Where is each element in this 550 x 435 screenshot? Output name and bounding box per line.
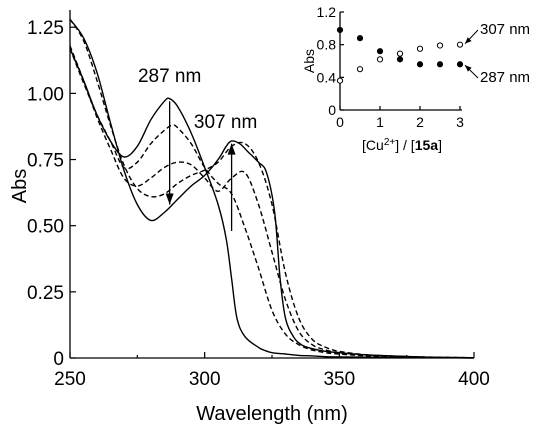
inset-point-307 (356, 66, 364, 73)
spectrum-curve-5 (69, 18, 475, 359)
y-tick-label: 0 (53, 349, 64, 370)
inset-point-287 (416, 61, 424, 68)
inset-y-tick-label: 1.2 (317, 4, 337, 20)
inset-x-tick-label: 0 (336, 114, 344, 130)
inset-point-307 (416, 45, 424, 52)
y-tick-label: 1.25 (27, 18, 64, 39)
x-tick-label: 300 (189, 369, 221, 390)
inset-x-axis-title-part: 15a (415, 137, 439, 153)
inset-point-307 (396, 50, 404, 57)
main-spectrum-plot: 250 300 350 40000.250.500.751.001.25Wavelen… (9, 10, 490, 425)
inset-point-287 (356, 35, 364, 42)
inset-point-287 (436, 61, 444, 68)
inset-series-label: 287 nm (480, 69, 530, 86)
spectrum-curve-3 (69, 45, 475, 359)
peak-label-307-nm: 307 nm (194, 112, 257, 133)
spectrum-curve-1 (69, 48, 475, 359)
inset-titration-plot: 0 1 2 3 0 0.4 0.8 1.2 Abs [Cu2+] / [15a] 307 nm 287… (301, 4, 530, 153)
x-tick-label: 250 (54, 369, 86, 390)
inset-callout-arrowhead-1 (465, 37, 472, 44)
inset-point-287 (456, 61, 464, 68)
inset-y-tick-label: 0 (328, 102, 336, 118)
y-axis-title: Abs (9, 169, 31, 203)
inset-x-axis-title-part: 2+ (384, 137, 396, 148)
inset-y-tick-label: 0.4 (317, 69, 337, 85)
peak-label-287-nm: 287 nm (138, 66, 201, 87)
inset-point-287 (396, 56, 404, 63)
y-tick-label: 0.75 (27, 151, 64, 172)
x-tick-label: 350 (323, 369, 355, 390)
inset-series-label: 307 nm (480, 21, 530, 38)
annotation-arrowhead-1 (165, 193, 174, 205)
inset-x-axis-title-part: ] / [ (395, 137, 415, 153)
inset-point-287 (376, 48, 384, 55)
inset-callout-arrowhead-2 (465, 65, 472, 72)
x-tick-label: 400 (458, 369, 490, 390)
inset-x-axis-title-part: [Cu (362, 137, 384, 153)
y-tick-label: 1.00 (27, 84, 64, 105)
inset-x-tick-label: 1 (376, 114, 384, 130)
inset-point-287 (336, 26, 344, 34)
y-tick-label: 0.25 (27, 283, 64, 304)
inset-x-axis-title-part: ] (438, 137, 442, 153)
inset-y-axis-title: Abs (301, 49, 317, 73)
inset-point-307 (436, 42, 444, 49)
inset-point-307 (336, 77, 344, 84)
inset-point-307 (456, 41, 464, 48)
inset-x-tick-label: 3 (456, 114, 464, 130)
inset-x-tick-label: 2 (416, 114, 424, 130)
inset-x-axis-title: [Cu2+] / [15a] (362, 137, 442, 154)
inset-point-307 (376, 56, 384, 63)
inset-y-tick-label: 0.8 (317, 37, 337, 53)
x-axis-title: Wavelength (nm) (196, 403, 348, 425)
y-tick-label: 0.50 (27, 217, 64, 238)
annotation-arrowhead-2 (227, 143, 236, 155)
